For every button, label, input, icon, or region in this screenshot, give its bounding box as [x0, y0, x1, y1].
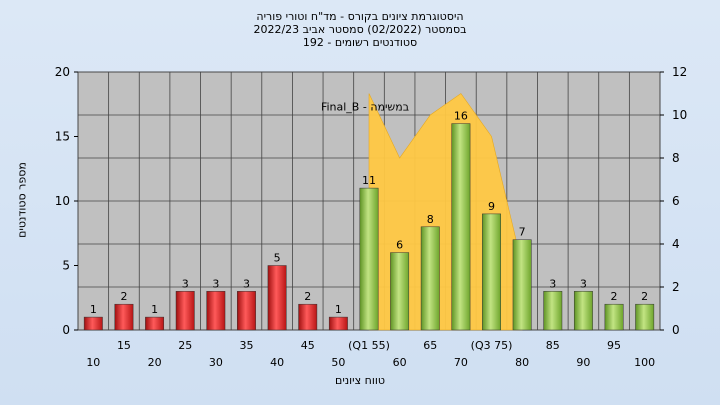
bar	[206, 291, 226, 331]
bar	[573, 291, 593, 331]
bar-value-label: 2	[304, 290, 311, 303]
y2-tick-label: 4	[672, 237, 680, 251]
x-tick-label: 45	[301, 339, 315, 352]
bar-value-label: 3	[243, 277, 250, 290]
bar	[145, 316, 165, 331]
bar-value-label: 6	[396, 239, 403, 252]
bar-value-label: 1	[90, 303, 97, 316]
y2-tick-label: 8	[672, 151, 680, 165]
bar	[482, 213, 501, 331]
bar-value-label: 1	[151, 303, 158, 316]
bar	[237, 291, 256, 331]
bar-value-label: 9	[488, 200, 495, 213]
y-axis-title: מספר סטודנטים	[15, 162, 29, 238]
x-tick-label: 70	[454, 356, 468, 369]
bar	[390, 252, 410, 331]
y-tick-label: 10	[55, 194, 70, 208]
title-line-3: סטודנטים רשומים - 192	[302, 36, 418, 49]
x-tick-label: 20	[148, 356, 162, 369]
y-tick-label: 20	[55, 65, 70, 79]
bar-value-label: 2	[120, 290, 127, 303]
title-line-1: היסטוגרמת ציונים בקורס - מד"ח וטורי פורי…	[256, 10, 464, 23]
bar	[328, 316, 348, 331]
bar	[543, 291, 563, 331]
bar-value-label: 1	[335, 303, 342, 316]
bar	[114, 303, 134, 331]
bar-value-label: 3	[182, 277, 189, 290]
x-tick-label: 90	[576, 356, 590, 369]
bar	[512, 239, 532, 331]
y-tick-label: 15	[55, 130, 70, 144]
bar-value-label: 8	[427, 213, 434, 226]
x-tick-label: (Q1 55)	[348, 339, 390, 352]
y-tick-label: 5	[62, 259, 70, 273]
bar	[604, 303, 624, 331]
y2-tick-label: 10	[672, 108, 687, 122]
x-tick-label: 25	[178, 339, 192, 352]
title-line-2: בסמסטר (02/2022) סמסטר אביב 2022/23	[253, 23, 467, 36]
y-tick-label: 0	[62, 323, 70, 337]
x-tick-label: 60	[393, 356, 407, 369]
bar-value-label: 5	[274, 252, 281, 265]
x-tick-label: 15	[117, 339, 131, 352]
bar	[451, 123, 471, 331]
x-tick-label: 85	[546, 339, 560, 352]
x-tick-label: 50	[331, 356, 345, 369]
bar	[83, 316, 103, 331]
y2-tick-label: 2	[672, 280, 680, 294]
bar	[420, 226, 440, 331]
bar	[175, 291, 195, 331]
x-tick-label: 95	[607, 339, 621, 352]
x-tick-label: 30	[209, 356, 223, 369]
x-tick-label: 65	[423, 339, 437, 352]
x-tick-label: (Q3 75)	[471, 339, 513, 352]
bar	[267, 265, 287, 331]
bar-value-label: 7	[519, 226, 526, 239]
chart-title: היסטוגרמת ציונים בקורס - מד"ח וטורי פורי…	[0, 10, 720, 49]
bar-value-label: 3	[549, 277, 556, 290]
bar-value-label: 2	[611, 290, 618, 303]
bar-value-label: 2	[641, 290, 648, 303]
y2-tick-label: 6	[672, 194, 680, 208]
y2-tick-label: 12	[672, 65, 687, 79]
bar-value-label: 16	[454, 110, 468, 123]
x-tick-label: 40	[270, 356, 284, 369]
x-tick-label: 80	[515, 356, 529, 369]
bar-value-label: 3	[212, 277, 219, 290]
y2-tick-label: 0	[672, 323, 680, 337]
x-tick-label: 10	[86, 356, 100, 369]
bar-value-label: 3	[580, 277, 587, 290]
bar	[635, 303, 655, 331]
x-tick-label: 100	[634, 356, 655, 369]
bar	[359, 187, 379, 331]
bar	[298, 303, 318, 331]
bar-value-label: 11	[362, 174, 376, 187]
x-tick-label: 35	[239, 339, 253, 352]
area-series-label: Final_B - במשימה	[321, 101, 409, 114]
x-axis-title: טווח ציונים	[335, 374, 385, 387]
